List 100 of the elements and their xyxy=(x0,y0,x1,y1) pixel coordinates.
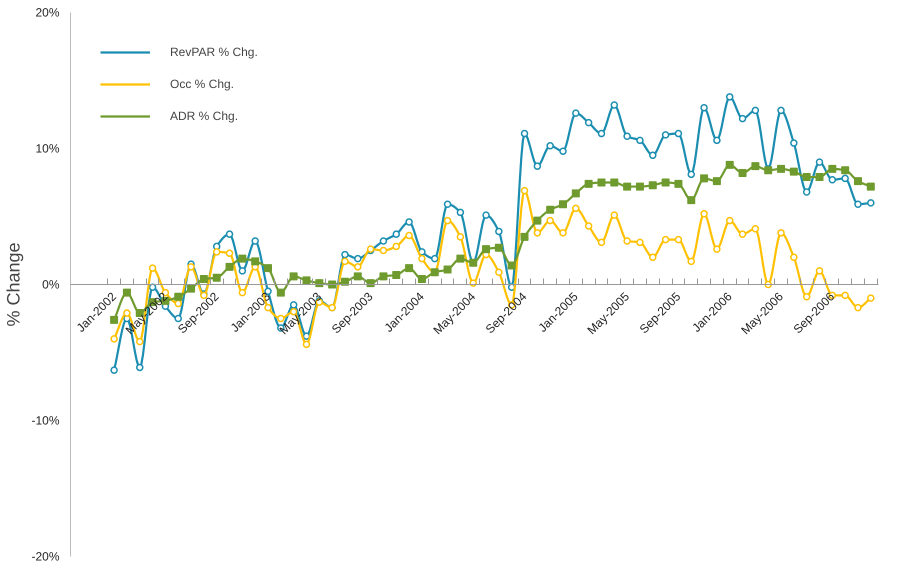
point xyxy=(418,254,426,262)
point xyxy=(302,276,310,284)
point xyxy=(482,245,490,254)
point xyxy=(854,177,862,186)
point xyxy=(558,200,567,208)
point xyxy=(187,263,195,271)
point xyxy=(790,254,798,262)
point xyxy=(610,178,618,186)
point xyxy=(700,104,708,112)
point xyxy=(520,186,528,194)
point xyxy=(238,267,246,275)
point xyxy=(533,216,542,225)
point xyxy=(456,208,464,216)
point xyxy=(456,233,464,241)
point xyxy=(572,189,580,198)
point xyxy=(148,264,156,272)
point xyxy=(841,174,849,182)
point xyxy=(867,294,875,302)
point xyxy=(700,210,708,218)
point xyxy=(200,275,208,284)
point xyxy=(110,335,118,343)
point xyxy=(534,162,542,170)
y-tick-label: 0% xyxy=(42,278,60,292)
point xyxy=(816,267,824,275)
point xyxy=(777,106,785,114)
point xyxy=(584,180,593,188)
point xyxy=(584,222,592,230)
point xyxy=(584,118,592,126)
point xyxy=(726,216,734,224)
point xyxy=(187,284,196,293)
point xyxy=(802,173,811,182)
point xyxy=(456,254,464,263)
point xyxy=(136,364,144,372)
legend-label: ADR % Chg. xyxy=(170,109,238,123)
point xyxy=(854,304,862,312)
point xyxy=(674,130,682,138)
point xyxy=(546,142,554,150)
point xyxy=(867,199,875,207)
point xyxy=(688,258,695,266)
point xyxy=(341,250,349,258)
point xyxy=(636,136,644,144)
point xyxy=(726,160,734,169)
point xyxy=(405,264,414,272)
point xyxy=(700,174,708,182)
point xyxy=(597,178,606,186)
point xyxy=(534,229,542,237)
point xyxy=(802,188,810,196)
point xyxy=(610,101,618,109)
point xyxy=(494,244,503,252)
point xyxy=(212,248,220,256)
point xyxy=(354,263,362,271)
y-axis-title: % Change xyxy=(3,242,24,327)
point xyxy=(546,216,554,224)
point xyxy=(752,224,760,232)
point xyxy=(738,168,747,177)
point xyxy=(226,249,234,257)
point xyxy=(444,216,452,224)
point xyxy=(598,238,606,246)
point xyxy=(392,230,400,238)
point xyxy=(520,130,528,138)
point xyxy=(226,230,234,238)
point xyxy=(828,164,836,173)
point xyxy=(777,229,785,237)
point xyxy=(726,93,734,101)
point xyxy=(290,272,298,280)
point xyxy=(444,200,452,208)
point xyxy=(508,261,516,270)
point xyxy=(738,230,746,238)
point xyxy=(354,272,362,280)
point xyxy=(649,152,657,160)
point xyxy=(136,338,144,346)
point xyxy=(623,237,631,245)
point xyxy=(110,366,118,374)
point xyxy=(866,182,875,191)
point xyxy=(238,254,246,263)
point xyxy=(405,232,413,240)
y-tick-label: -20% xyxy=(31,550,60,564)
legend-label: Occ % Chg. xyxy=(170,77,234,91)
point xyxy=(841,166,850,174)
point xyxy=(520,232,529,241)
point xyxy=(380,237,388,245)
point xyxy=(713,245,721,253)
point xyxy=(688,170,695,178)
point xyxy=(674,180,682,188)
point xyxy=(572,204,580,212)
y-tick-label: 10% xyxy=(35,142,60,156)
point xyxy=(212,274,221,282)
point xyxy=(444,266,452,274)
point xyxy=(674,236,682,244)
point xyxy=(598,130,606,138)
point xyxy=(713,136,721,144)
point xyxy=(636,182,644,191)
point xyxy=(610,211,618,219)
point xyxy=(649,254,657,262)
point xyxy=(752,106,760,114)
point xyxy=(816,158,824,166)
point xyxy=(264,264,272,272)
point xyxy=(495,228,503,236)
point xyxy=(251,237,259,245)
point xyxy=(623,182,632,191)
